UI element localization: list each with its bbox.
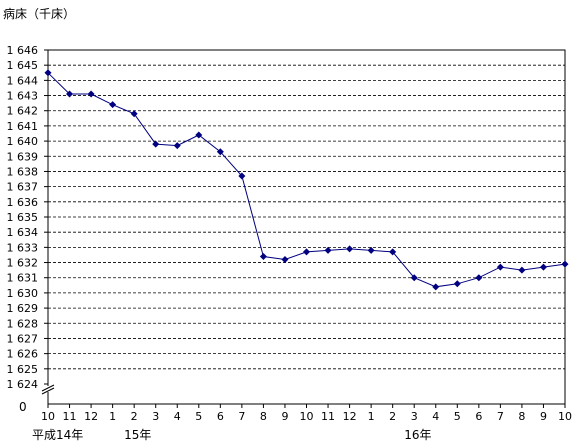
data-point: [496, 263, 504, 271]
data-point: [259, 252, 267, 260]
x-tick-label: 11: [321, 410, 335, 423]
x-tick-label: 10: [300, 410, 314, 423]
y-tick-label: 1 624: [7, 378, 39, 391]
x-tick-label: 6: [217, 410, 224, 423]
y-tick-label: 1 646: [7, 44, 39, 57]
data-point: [389, 248, 397, 256]
year-label: 16年: [404, 428, 431, 442]
data-point: [66, 90, 74, 98]
y-tick-label: 1 626: [7, 348, 39, 361]
x-tick-label: 5: [195, 410, 202, 423]
y-tick-label: 1 631: [7, 272, 39, 285]
data-point: [87, 90, 95, 98]
data-point: [518, 266, 526, 274]
y-tick-label: 1 629: [7, 302, 39, 315]
year-label: 平成14年: [32, 428, 83, 442]
data-point: [303, 248, 310, 256]
data-point: [44, 69, 52, 77]
x-tick-label: 1: [368, 410, 375, 423]
data-point: [130, 110, 138, 118]
y-tick-label: 1 625: [7, 363, 39, 376]
x-tick-label: 9: [281, 410, 288, 423]
break-gap: [44, 386, 53, 392]
y-tick-label: 1 643: [7, 90, 39, 103]
y-tick-label: 1 627: [7, 332, 39, 345]
y-tick-label: 1 632: [7, 257, 39, 270]
x-tick-label: 7: [497, 410, 504, 423]
x-tick-label: 3: [411, 410, 418, 423]
x-tick-label: 11: [63, 410, 77, 423]
x-tick-label: 3: [152, 410, 159, 423]
data-point: [453, 280, 461, 288]
y-tick-label: 1 633: [7, 241, 39, 254]
x-tick-label: 2: [389, 410, 396, 423]
data-point: [539, 263, 547, 271]
x-tick-label: 7: [238, 410, 245, 423]
y-tick-label: 1 634: [7, 226, 39, 239]
data-point: [281, 256, 289, 264]
y-tick-label: 1 644: [7, 74, 39, 87]
data-point: [410, 274, 418, 282]
x-tick-labels: 10 11 12 1 2 3 4 5 6 7 8 9 10 11 12 1 2 3 4 5 6 7 8 9 10: [41, 410, 572, 423]
data-point: [152, 140, 160, 148]
x-tick-label: 8: [518, 410, 525, 423]
y-tick-label: 1 645: [7, 59, 39, 72]
y-tick-label: 1 636: [7, 196, 39, 209]
data-point: [561, 260, 569, 268]
data-point: [109, 101, 117, 109]
x-tick-label: 12: [84, 410, 98, 423]
series-markers: [44, 69, 569, 291]
break-stroke: [41, 387, 55, 395]
x-tick-label: 4: [432, 410, 439, 423]
x-tick-label: 8: [260, 410, 267, 423]
year-labels: 平成14年 15年 16年: [32, 428, 431, 442]
gridlines: [44, 49, 566, 408]
y-tick-labels: 1 624 1 625 1 626 1 627 1 628 1 629 1 630 1 631…: [7, 44, 39, 391]
y-tick-label: 1 641: [7, 120, 39, 133]
y-tick-label: 1 640: [7, 135, 39, 148]
data-point: [367, 246, 375, 254]
x-tick-label: 4: [174, 410, 181, 423]
year-label: 15年: [124, 428, 151, 442]
data-point: [238, 172, 246, 180]
y-axis-title: 病床（千床）: [3, 6, 75, 21]
y-tick-label: 1 628: [7, 317, 39, 330]
data-point: [324, 246, 332, 254]
data-point: [195, 131, 203, 139]
data-point: [475, 274, 483, 282]
y-tick-label: 1 638: [7, 165, 39, 178]
x-tick-label: 10: [558, 410, 572, 423]
y-tick-label: 1 630: [7, 287, 39, 300]
y-tick-label: 1 639: [7, 150, 39, 163]
x-tick-label: 6: [475, 410, 482, 423]
data-point: [173, 142, 181, 150]
break-stroke: [41, 384, 55, 392]
plot-area: [47, 49, 566, 405]
x-tick-label: 2: [131, 410, 138, 423]
x-tick-label: 9: [540, 410, 547, 423]
y-zero-label: 0: [19, 400, 27, 414]
data-point: [432, 283, 440, 291]
y-tick-label: 1 642: [7, 105, 39, 118]
data-point: [346, 245, 354, 253]
data-point: [216, 148, 224, 156]
y-tick-label: 1 635: [7, 211, 39, 224]
y-tick-label: 1 637: [7, 181, 39, 194]
x-tick-label: 5: [454, 410, 461, 423]
x-tick-label: 12: [343, 410, 357, 423]
axis-break-mark: [41, 384, 55, 395]
x-tick-label: 1: [109, 410, 116, 423]
x-tick-label: 10: [41, 410, 55, 423]
